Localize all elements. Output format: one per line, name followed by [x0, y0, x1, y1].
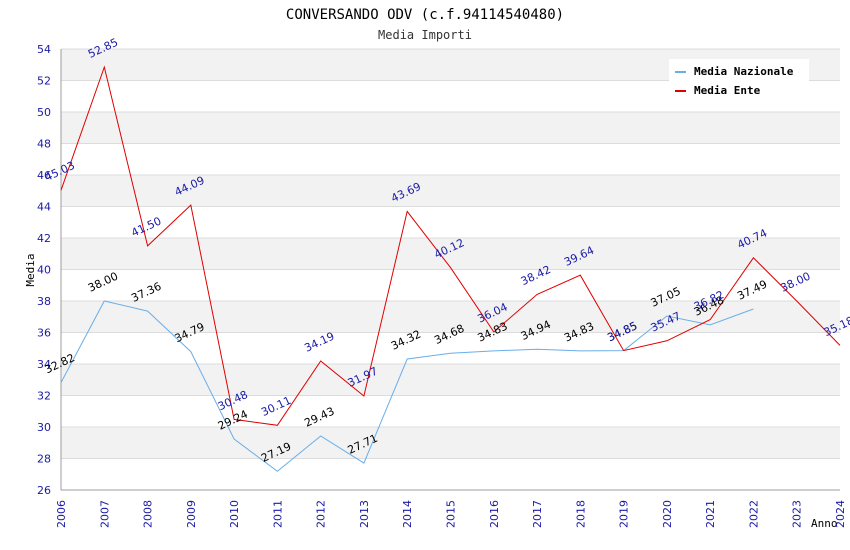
y-tick-label: 34: [37, 358, 51, 371]
y-tick-label: 40: [37, 264, 51, 277]
data-label: 29.43: [302, 405, 336, 430]
y-axis-label: Media: [24, 253, 37, 286]
grid-band: [61, 364, 840, 396]
grid-band: [61, 301, 840, 333]
y-ticks: 26 28 30 32 34 36 38 40 42 44 46 48 50 52 54: [37, 43, 51, 497]
x-tick-label: 2009: [185, 500, 198, 528]
y-tick-label: 42: [37, 232, 51, 245]
series-line-0: [60, 300, 754, 472]
legend-box: [669, 59, 809, 101]
legend-label-ente: Media Ente: [694, 84, 761, 97]
x-tick-label: 2016: [488, 500, 501, 528]
y-tick-label: 30: [37, 421, 51, 434]
legend-label-nazionale: Media Nazionale: [694, 65, 794, 78]
grid-band: [61, 112, 840, 144]
y-tick-label: 36: [37, 327, 51, 340]
y-tick-label: 32: [37, 390, 51, 403]
y-tick-label: 48: [37, 138, 51, 151]
legend: Media Nazionale Media Ente: [669, 59, 809, 101]
grid-band: [61, 238, 840, 270]
grid-bands: [61, 49, 840, 459]
x-tick-label: 2019: [618, 500, 631, 528]
x-tick-label: 2012: [315, 500, 328, 528]
y-tick-label: 26: [37, 484, 51, 497]
x-tick-label: 2010: [228, 500, 241, 528]
data-label: 30.11: [259, 394, 293, 419]
x-tick-label: 2018: [574, 500, 587, 528]
x-tick-label: 2015: [445, 500, 458, 528]
x-tick-label: 2020: [661, 500, 674, 528]
x-tick-label: 2017: [531, 500, 544, 528]
y-tick-label: 28: [37, 453, 51, 466]
data-label: 34.19: [302, 330, 336, 355]
x-axis-label: Anno: [811, 517, 838, 530]
x-tick-label: 2024: [834, 500, 847, 528]
y-tick-label: 38: [37, 295, 51, 308]
x-tick-label: 2021: [704, 500, 717, 528]
x-tick-label: 2006: [55, 500, 68, 528]
y-tick-label: 44: [37, 201, 51, 214]
x-tick-label: 2008: [142, 500, 155, 528]
x-ticks: 2006 2007 2008 2009 2010 2011 2012 2013 2014 2015…: [55, 500, 847, 528]
chart-title: CONVERSANDO ODV (c.f.94114540480): [286, 7, 564, 23]
y-tick-label: 50: [37, 106, 51, 119]
series-lines: [60, 65, 841, 472]
y-tick-label: 46: [37, 169, 51, 182]
data-label: 38.00: [778, 270, 812, 295]
y-tick-label: 52: [37, 75, 51, 88]
data-label: 37.49: [735, 278, 769, 303]
x-tick-label: 2014: [401, 500, 414, 528]
y-tick-label: 54: [37, 43, 51, 56]
x-tick-label: 2023: [791, 500, 804, 528]
x-tick-label: 2007: [98, 500, 111, 528]
x-tick-label: 2022: [747, 500, 760, 528]
data-label: 38.00: [86, 270, 120, 295]
grid-band: [61, 427, 840, 459]
series-line-1: [60, 65, 841, 426]
x-tick-label: 2011: [271, 500, 284, 528]
chart-subtitle: Media Importi: [378, 28, 472, 42]
grid-band: [61, 175, 840, 207]
x-tick-label: 2013: [358, 500, 371, 528]
